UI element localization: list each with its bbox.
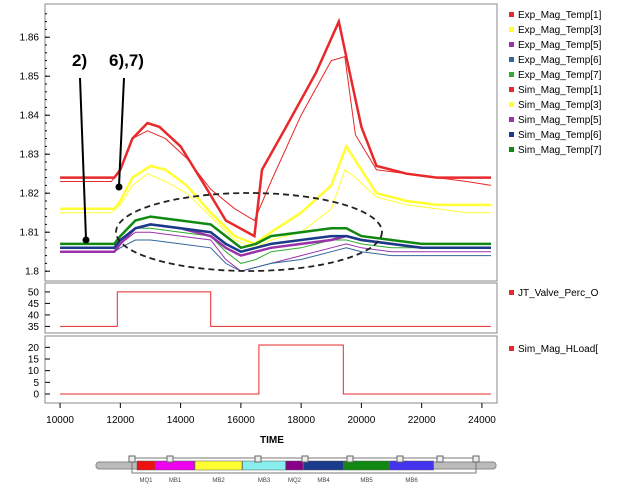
- legend-label: Exp_Mag_Temp[7]: [518, 70, 602, 81]
- y-tick-label: 5: [33, 378, 39, 389]
- scrollbar-segment-label: MB5: [360, 478, 373, 484]
- series-line: [60, 344, 491, 395]
- scrollbar-handle: [346, 455, 354, 463]
- legend-label: Sim_Mag_Temp[1]: [518, 85, 602, 96]
- series-line: [60, 239, 491, 272]
- x-tick-label: 20000: [347, 415, 375, 426]
- legend-swatch: [509, 12, 514, 17]
- scrollbar-segment: [136, 460, 156, 471]
- legend-label: Exp_Mag_Temp[5]: [518, 40, 602, 51]
- annotation-label-67: 6),7): [109, 51, 144, 70]
- middle-panel-frame: [44, 282, 498, 334]
- legend-label: Sim_Mag_Temp[7]: [518, 145, 602, 156]
- scrollbar-segment: [389, 460, 434, 471]
- y-tick-label: 15: [28, 355, 40, 366]
- x-tick-label: 14000: [167, 415, 195, 426]
- y-tick-label: 1.8: [25, 267, 39, 278]
- legend-label: Sim_Mag_Temp[3]: [518, 100, 602, 111]
- scrollbar-segment: [303, 460, 344, 471]
- x-tick-label: 22000: [408, 415, 436, 426]
- legend-label: Sim_Mag_Temp[6]: [518, 130, 602, 141]
- annotation-dot-2: [82, 236, 90, 244]
- scrollbar-handle: [166, 455, 174, 463]
- annotation-arrow-67: [118, 77, 125, 187]
- scrollbar-segment: [343, 460, 390, 471]
- legend-swatch: [509, 102, 514, 107]
- scrollbar-segment-label: MB4: [317, 478, 330, 484]
- legend-label: Exp_Mag_Temp[3]: [518, 25, 602, 36]
- bottom-panel-frame: [44, 335, 498, 404]
- scrollbar-segment-label: MB1: [169, 478, 182, 484]
- y-tick-label: 1.83: [20, 150, 40, 161]
- x-tick-label: 18000: [287, 415, 315, 426]
- timeline-scrollbar[interactable]: MQ1 MB1 MB2 MB3 MQ2 MB4 MB5 MB6: [95, 455, 497, 484]
- legend-label: Sim_Mag_HLoad[: [518, 344, 598, 355]
- legend-swatch: [509, 132, 514, 137]
- y-tick-label: 1.81: [20, 228, 40, 239]
- legend-label: Sim_Mag_Temp[5]: [518, 115, 602, 126]
- y-tick-label: 50: [28, 287, 40, 298]
- scrollbar-segment: [155, 460, 195, 471]
- annotation-label-2: 2): [72, 51, 87, 70]
- x-axis-label: TIME: [260, 435, 284, 446]
- y-tick-label: 1.82: [20, 189, 40, 200]
- y-tick-label: 35: [28, 322, 40, 333]
- legend-swatch: [509, 346, 514, 351]
- y-tick-label: 0: [33, 390, 39, 401]
- scrollbar-segment: [285, 460, 304, 471]
- legend-swatch: [509, 117, 514, 122]
- series-line: [60, 223, 491, 254]
- series-line: [60, 168, 491, 249]
- scrollbar-segment-label: MB3: [258, 478, 271, 484]
- scrollbar-handle: [128, 455, 136, 463]
- series-line: [60, 143, 491, 246]
- scrollbar-handle: [396, 455, 404, 463]
- legend-swatch: [509, 147, 514, 152]
- legend-swatch: [509, 72, 514, 77]
- legend-label: Exp_Mag_Temp[1]: [518, 10, 602, 21]
- legend-swatch: [509, 42, 514, 47]
- highlight-ellipse: [115, 192, 383, 272]
- y-tick-label: 1.84: [20, 111, 40, 122]
- x-tick-label: 16000: [227, 415, 255, 426]
- scrollbar-segment: [194, 460, 243, 471]
- y-tick-label: 1.85: [20, 72, 40, 83]
- legend-label: Exp_Mag_Temp[6]: [518, 55, 602, 66]
- legend-label: JT_Valve_Perc_O: [518, 288, 599, 299]
- scrollbar-segment-label: MQ1: [139, 478, 153, 484]
- x-tick-label: 24000: [468, 415, 496, 426]
- scrollbar-segment-label: MB6: [405, 478, 418, 484]
- scrollbar-handle: [472, 455, 480, 463]
- annotation-dot-67: [115, 183, 123, 191]
- series-line: [60, 215, 491, 250]
- scrollbar-segment: [242, 460, 286, 471]
- y-tick-label: 1.86: [20, 33, 40, 44]
- y-tick-label: 40: [28, 310, 40, 321]
- legend-swatch: [509, 290, 514, 295]
- y-tick-label: 45: [28, 299, 40, 310]
- x-tick-label: 12000: [106, 415, 134, 426]
- scrollbar-segment-label: MQ2: [288, 478, 302, 484]
- legend-swatch: [509, 57, 514, 62]
- top-panel-frame: [44, 3, 498, 282]
- scrollbar-handle: [301, 455, 309, 463]
- annotation-arrow-2: [79, 77, 87, 240]
- y-tick-label: 20: [28, 343, 40, 354]
- scrollbar-segment-label: MB2: [212, 478, 225, 484]
- y-tick-label: 10: [28, 366, 40, 377]
- series-line: [60, 17, 491, 239]
- series-line: [60, 291, 491, 327]
- legend-swatch: [509, 27, 514, 32]
- scrollbar-handle: [254, 455, 262, 463]
- legend-swatch: [509, 87, 514, 92]
- x-tick-label: 10000: [46, 415, 74, 426]
- scrollbar-handle: [436, 455, 444, 463]
